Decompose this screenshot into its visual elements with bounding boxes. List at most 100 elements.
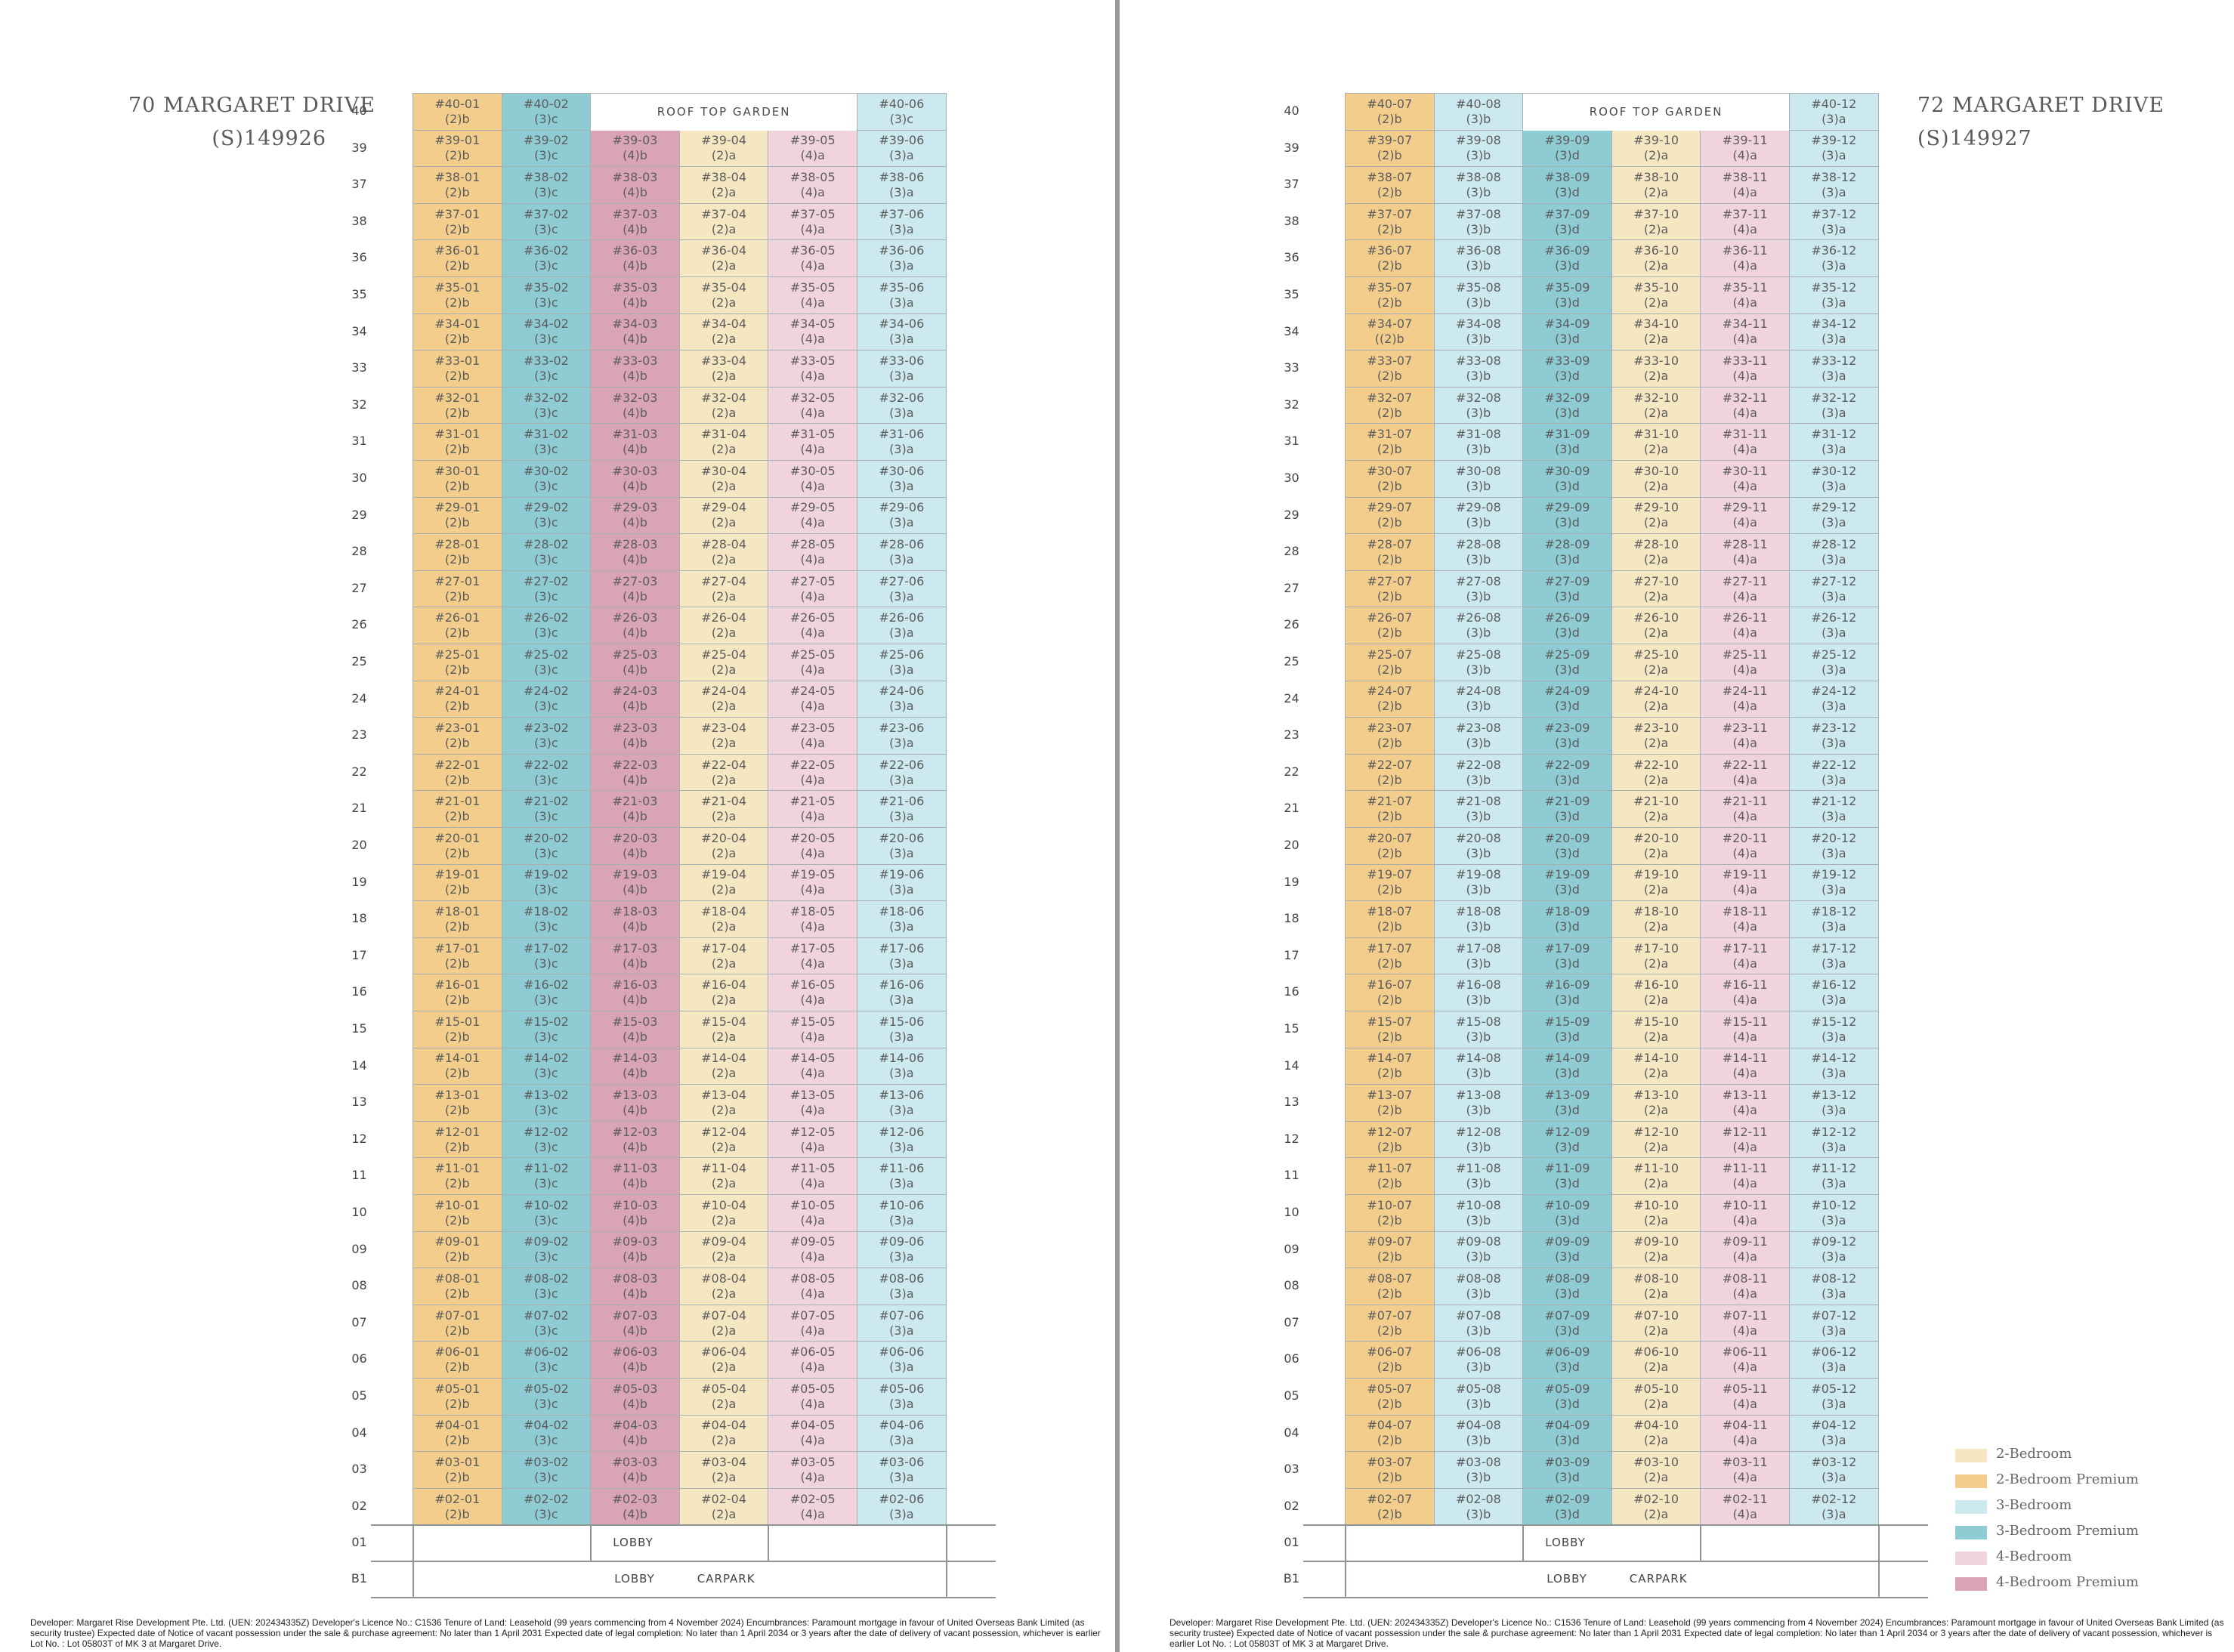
unit-cell: #12-01 (2)b xyxy=(413,1120,502,1159)
unit-number: #15-01 xyxy=(434,1014,480,1029)
level-line xyxy=(1303,1561,1928,1563)
unit-number: #08-07 xyxy=(1367,1271,1413,1286)
unit-type: (3)c xyxy=(534,1286,558,1301)
floor-label: 07 xyxy=(351,1314,367,1329)
unit-type: (4)a xyxy=(1732,956,1757,971)
unit-number: #12-04 xyxy=(701,1124,747,1139)
unit-number: #11-06 xyxy=(879,1161,925,1176)
unit-type: (3)a xyxy=(1821,1212,1846,1227)
unit-type: (2)a xyxy=(1643,1360,1669,1375)
unit-type: (2)b xyxy=(1377,1102,1402,1117)
unit-type: (3)a xyxy=(1821,478,1846,493)
floor-label: 21 xyxy=(1284,801,1299,816)
unit-number: #21-06 xyxy=(879,794,925,809)
unit-cell: #05-05 (4)a xyxy=(768,1378,857,1416)
legend-swatch xyxy=(1955,1449,1987,1462)
unit-type: (3)d xyxy=(1555,1176,1580,1191)
unit-cell: #22-07 (2)b xyxy=(1345,753,1435,792)
unit-number: #18-01 xyxy=(434,903,480,919)
unit-cell: #24-12 (3)a xyxy=(1789,680,1879,718)
unit-cell: #32-01 (2)b xyxy=(413,386,502,425)
unit-type: (3)b xyxy=(1466,332,1491,347)
unit-cell: #32-03 (4)b xyxy=(590,386,680,425)
unit-cell: #05-06 (3)a xyxy=(857,1378,947,1416)
unit-cell: #07-12 (3)a xyxy=(1789,1304,1879,1342)
unit-type: (3)c xyxy=(534,221,558,236)
unit-type: (3)b xyxy=(1466,625,1491,641)
level-line xyxy=(1303,1524,1928,1527)
unit-number: #07-12 xyxy=(1811,1308,1857,1323)
unit-cell: #19-06 (3)a xyxy=(857,863,947,902)
unit-type: (3)a xyxy=(1821,735,1846,750)
unit-number: #25-03 xyxy=(612,647,658,662)
floor-label: 29 xyxy=(351,507,367,522)
unit-type: (3)d xyxy=(1555,845,1580,860)
floor-label: 22 xyxy=(1284,764,1299,779)
unit-number: #06-05 xyxy=(789,1345,836,1360)
unit-type: (2)a xyxy=(711,332,737,347)
unit-type: (2)b xyxy=(1377,735,1402,750)
unit-number: #39-05 xyxy=(789,133,836,148)
unit-number: #15-08 xyxy=(1455,1014,1501,1029)
unit-type: (3)a xyxy=(889,1469,914,1484)
unit-type: (3)a xyxy=(1821,809,1846,824)
unit-number: #21-07 xyxy=(1367,794,1413,809)
unit-number: #09-07 xyxy=(1367,1234,1413,1249)
unit-type: (3)a xyxy=(889,1066,914,1081)
unit-number: #22-11 xyxy=(1722,757,1768,772)
floor-label: 14 xyxy=(1284,1058,1299,1073)
unit-cell: #16-10 (2)a xyxy=(1611,974,1701,1011)
unit-cell: #33-10 (2)a xyxy=(1611,350,1701,388)
unit-type: (2)a xyxy=(711,221,737,236)
unit-cell: #07-06 (3)a xyxy=(857,1304,947,1342)
unit-number: #32-09 xyxy=(1544,390,1590,405)
unit-cell: #04-08 (3)b xyxy=(1433,1414,1524,1453)
unit-type: (4)b xyxy=(623,1176,647,1191)
unit-type: (4)b xyxy=(623,699,647,714)
unit-cell: #19-08 (3)b xyxy=(1433,863,1524,902)
unit-cell: #05-10 (2)a xyxy=(1611,1378,1701,1416)
unit-cell: #09-05 (4)a xyxy=(768,1231,857,1269)
unit-type: (2)b xyxy=(1377,221,1402,236)
unit-type: (3)a xyxy=(1821,1360,1846,1375)
unit-cell: #08-01 (2)b xyxy=(413,1268,502,1305)
unit-cell: #05-01 (2)b xyxy=(413,1378,502,1416)
unit-number: #05-06 xyxy=(879,1381,925,1396)
unit-number: #27-08 xyxy=(1455,573,1501,588)
unit-number: #21-08 xyxy=(1455,794,1501,809)
unit-cell: #27-07 (2)b xyxy=(1345,570,1435,608)
unit-number: #20-03 xyxy=(612,830,658,845)
unit-cell: #19-12 (3)a xyxy=(1789,863,1879,902)
unit-type: (4)b xyxy=(623,442,647,457)
unit-type: (3)a xyxy=(889,1139,914,1154)
unit-number: #28-08 xyxy=(1455,536,1501,551)
unit-number: #38-09 xyxy=(1544,169,1590,184)
legend-label: 3-Bedroom xyxy=(1996,1497,2072,1513)
unit-cell: #25-12 (3)a xyxy=(1789,644,1879,681)
unit-cell: #06-11 (4)a xyxy=(1700,1341,1790,1379)
unit-number: #39-10 xyxy=(1633,133,1679,148)
unit-number: #11-07 xyxy=(1367,1161,1413,1176)
legend-label: 2-Bedroom xyxy=(1996,1446,2072,1462)
unit-cell: #04-01 (2)b xyxy=(413,1414,502,1453)
unit-cell: #40-08 (3)b xyxy=(1433,93,1524,131)
unit-number: #02-07 xyxy=(1367,1491,1413,1506)
unit-number: #04-10 xyxy=(1633,1418,1679,1433)
unit-type: (3)a xyxy=(1821,221,1846,236)
unit-number: #15-03 xyxy=(612,1014,658,1029)
unit-type: (2)b xyxy=(444,1323,470,1338)
unit-type: (3)a xyxy=(889,699,914,714)
unit-cell: #14-08 (3)b xyxy=(1433,1047,1524,1085)
unit-type: (2)a xyxy=(1643,1286,1669,1301)
unit-cell: #06-12 (3)a xyxy=(1789,1341,1879,1379)
unit-cell: #16-04 (2)a xyxy=(678,974,769,1011)
unit-type: (2)b xyxy=(1377,551,1402,567)
unit-number: #04-09 xyxy=(1544,1418,1590,1433)
unit-number: #16-03 xyxy=(612,977,658,993)
unit-type: (4)a xyxy=(800,1360,825,1375)
unit-number: #34-01 xyxy=(434,317,480,332)
unit-cell: #29-06 (3)a xyxy=(857,496,947,535)
unit-cell: #03-01 (2)b xyxy=(413,1451,502,1489)
unit-number: #24-11 xyxy=(1722,684,1768,699)
unit-number: #07-01 xyxy=(434,1308,480,1323)
